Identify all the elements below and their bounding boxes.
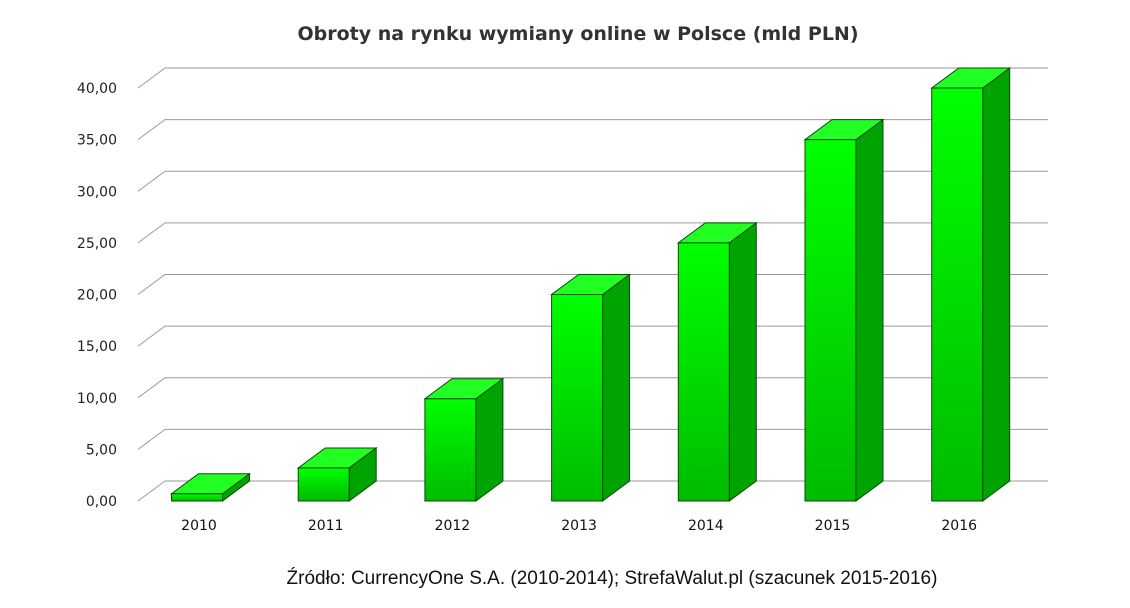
bar-front xyxy=(171,493,223,502)
bar-front xyxy=(297,467,350,502)
chart-title: Obroty na rynku wymiany online w Polsce … xyxy=(297,23,858,45)
bar-side xyxy=(982,67,1011,502)
grid-line xyxy=(137,119,1048,141)
y-tick-label: 25,00 xyxy=(77,236,117,252)
x-tick-label: 2013 xyxy=(561,518,597,534)
y-tick-label: 20,00 xyxy=(77,288,117,304)
x-tick-label: 2011 xyxy=(308,518,344,534)
bar-2012 xyxy=(423,377,505,502)
bar-front xyxy=(804,139,857,502)
x-tick-label: 2014 xyxy=(688,518,724,534)
bar-2016 xyxy=(930,67,1012,502)
y-tick-label: 40,00 xyxy=(77,81,117,97)
bar-side xyxy=(728,221,757,502)
y-tick-label: 30,00 xyxy=(77,184,117,200)
bar-side xyxy=(855,118,884,502)
source-note: Źródło: CurrencyOne S.A. (2010-2014); St… xyxy=(287,568,938,589)
bar-2014 xyxy=(676,221,758,502)
x-tick-label: 2016 xyxy=(941,518,977,534)
y-tick-label: 35,00 xyxy=(77,133,117,149)
y-tick-label: 0,00 xyxy=(86,494,117,510)
bar-side xyxy=(602,273,631,502)
x-axis-labels: 2010 2011 2012 2013 2014 2015 2016 xyxy=(181,518,977,534)
grid-layer xyxy=(137,67,1048,502)
bar-2010 xyxy=(169,472,252,502)
x-tick-label: 2012 xyxy=(435,518,471,534)
grid-line xyxy=(137,170,1048,192)
y-tick-label: 5,00 xyxy=(86,442,117,458)
y-tick-label: 10,00 xyxy=(77,391,117,407)
bar-2011 xyxy=(296,446,378,502)
bar-front xyxy=(931,87,984,502)
grid-line xyxy=(137,222,1048,244)
bar-front xyxy=(424,398,477,502)
x-tick-label: 2010 xyxy=(181,518,217,534)
bar-front xyxy=(677,242,730,502)
bar-2013 xyxy=(550,273,632,502)
bar-2015 xyxy=(803,118,885,502)
y-tick-label: 15,00 xyxy=(77,339,117,355)
grid-line xyxy=(137,67,1048,89)
bar-front xyxy=(551,294,604,502)
x-tick-label: 2015 xyxy=(815,518,851,534)
bars xyxy=(169,67,1012,502)
y-axis-ticks: 0,00 5,00 10,00 15,00 20,00 25,00 30,00 35,00 40… xyxy=(77,81,117,510)
bar-side xyxy=(475,377,504,502)
